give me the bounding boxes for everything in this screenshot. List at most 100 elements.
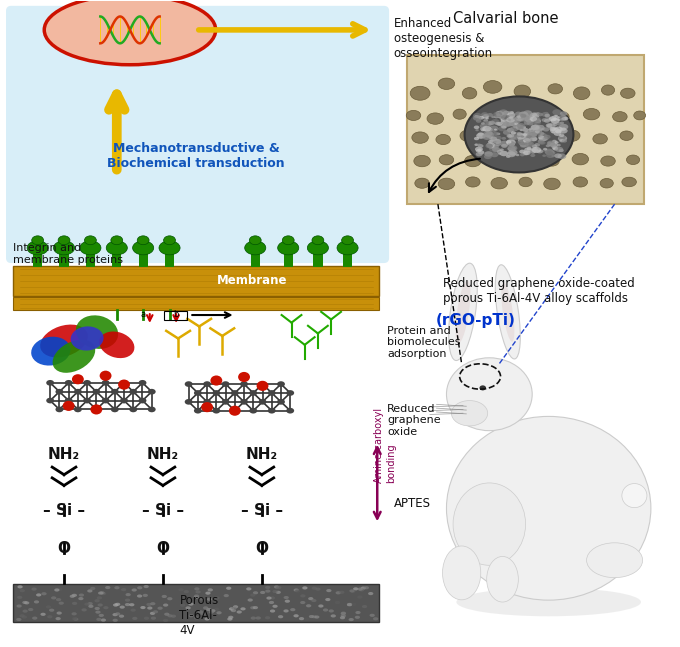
Ellipse shape [56,617,61,620]
Ellipse shape [121,588,126,591]
Ellipse shape [528,132,537,138]
Text: Calvarial bone: Calvarial bone [453,11,558,26]
Ellipse shape [489,136,497,142]
Ellipse shape [250,408,257,413]
Ellipse shape [72,617,77,620]
Ellipse shape [558,135,566,140]
Text: O: O [156,542,169,556]
FancyBboxPatch shape [6,6,389,263]
Ellipse shape [188,614,194,617]
Ellipse shape [621,88,635,98]
Ellipse shape [507,140,511,143]
Ellipse shape [478,144,483,148]
Ellipse shape [22,609,28,613]
Ellipse shape [369,614,375,617]
Ellipse shape [503,121,511,126]
Ellipse shape [557,144,561,146]
Ellipse shape [477,133,483,137]
Ellipse shape [552,109,562,115]
Ellipse shape [495,122,500,126]
Ellipse shape [522,126,526,128]
Ellipse shape [475,147,483,152]
Ellipse shape [73,618,78,620]
Ellipse shape [231,609,236,612]
Ellipse shape [452,400,488,426]
Ellipse shape [527,135,532,138]
Ellipse shape [95,599,100,602]
Ellipse shape [99,331,135,358]
Ellipse shape [97,604,103,607]
Ellipse shape [258,399,267,404]
Ellipse shape [547,142,551,144]
Ellipse shape [253,606,258,609]
Ellipse shape [481,122,485,125]
Ellipse shape [513,118,522,123]
Text: Mechanotransductive &
Biochemical transduction: Mechanotransductive & Biochemical transd… [107,142,285,170]
Ellipse shape [350,589,354,593]
Ellipse shape [294,614,299,617]
Ellipse shape [140,606,146,609]
Ellipse shape [347,603,352,606]
FancyBboxPatch shape [112,253,122,267]
Ellipse shape [214,608,220,611]
Ellipse shape [626,155,640,164]
Ellipse shape [97,618,101,621]
Ellipse shape [545,156,559,166]
Ellipse shape [99,591,105,595]
Ellipse shape [251,617,256,620]
Ellipse shape [229,608,234,611]
Ellipse shape [491,119,500,124]
Ellipse shape [20,614,24,617]
Ellipse shape [506,155,511,158]
Ellipse shape [78,597,84,600]
Ellipse shape [518,111,528,118]
Ellipse shape [83,380,91,386]
Ellipse shape [479,386,486,390]
Ellipse shape [357,595,362,598]
Ellipse shape [456,280,471,344]
Ellipse shape [491,140,496,143]
Ellipse shape [125,603,130,606]
Ellipse shape [522,118,526,122]
Ellipse shape [541,128,545,131]
Ellipse shape [47,615,52,619]
Ellipse shape [226,587,231,590]
Ellipse shape [16,618,22,621]
Ellipse shape [501,144,507,148]
Ellipse shape [214,597,220,600]
Ellipse shape [500,118,505,120]
Ellipse shape [159,241,180,255]
Ellipse shape [337,241,358,255]
Text: b: b [173,310,179,319]
Ellipse shape [515,111,522,116]
Ellipse shape [484,151,493,157]
Ellipse shape [539,136,547,142]
Ellipse shape [477,148,481,151]
Ellipse shape [490,152,498,157]
Ellipse shape [233,605,238,608]
Ellipse shape [323,608,328,611]
Ellipse shape [488,134,502,144]
Ellipse shape [103,606,109,609]
Ellipse shape [486,135,490,137]
Ellipse shape [522,128,528,132]
Ellipse shape [150,612,155,615]
Ellipse shape [492,153,507,164]
Ellipse shape [475,129,479,131]
Ellipse shape [482,135,487,138]
Ellipse shape [521,115,530,120]
Ellipse shape [164,613,169,616]
Ellipse shape [541,118,547,122]
Ellipse shape [356,611,360,614]
Ellipse shape [520,149,526,153]
Ellipse shape [540,125,543,127]
Ellipse shape [498,153,501,155]
Ellipse shape [549,116,557,121]
Ellipse shape [482,115,489,118]
Ellipse shape [111,236,122,245]
Ellipse shape [520,144,526,148]
Ellipse shape [532,148,538,152]
Ellipse shape [546,124,552,127]
Ellipse shape [88,605,94,608]
Ellipse shape [515,115,524,121]
